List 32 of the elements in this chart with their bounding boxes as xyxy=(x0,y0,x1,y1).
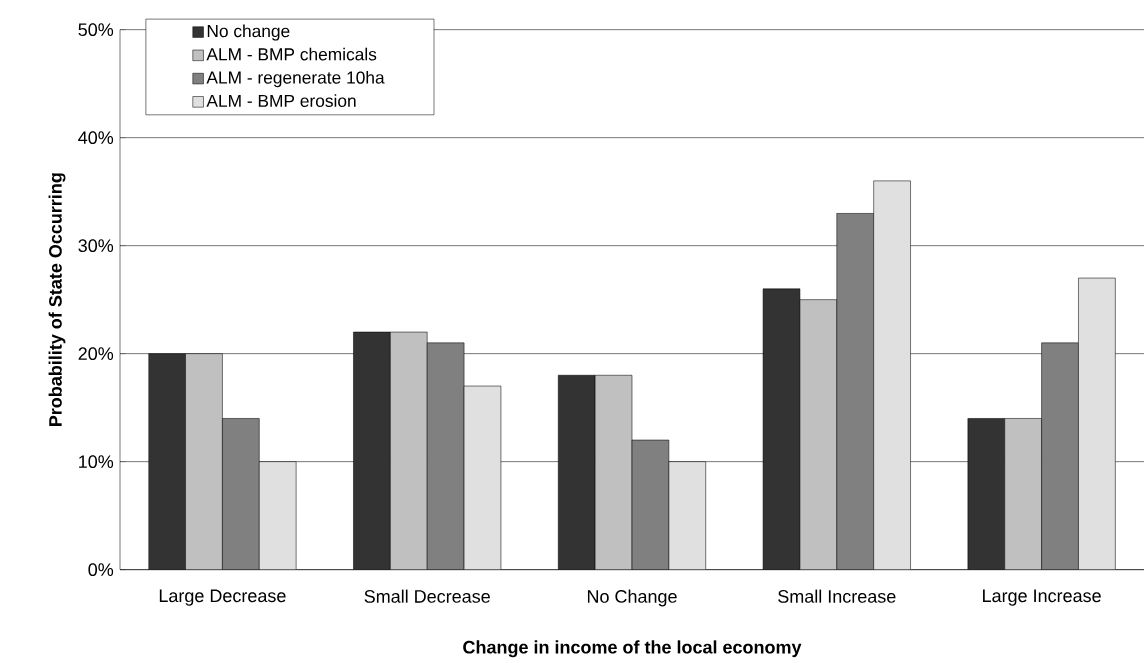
legend-label: ALM - BMP erosion xyxy=(206,94,356,107)
bar xyxy=(873,180,911,570)
bar xyxy=(353,331,391,570)
bar xyxy=(967,418,1006,570)
y-tick-label: 20% xyxy=(78,347,114,361)
y-tick-label: 40% xyxy=(78,131,114,145)
x-tick-label: Small Increase xyxy=(778,589,896,603)
bar xyxy=(1041,342,1079,570)
bar xyxy=(1078,277,1116,570)
bar xyxy=(668,461,706,570)
y-tick-label: 30% xyxy=(78,239,114,253)
bar xyxy=(426,342,465,570)
x-tick-label: No Change xyxy=(587,589,677,607)
x-tick-label: Large Decrease xyxy=(159,589,286,606)
bar xyxy=(762,288,801,570)
y-axis-title: Probability of State Occurring xyxy=(48,173,66,426)
x-axis-title: Change in income of the local economy xyxy=(463,640,802,658)
bar xyxy=(148,353,186,570)
bar xyxy=(631,439,670,570)
legend-label: ALM - BMP chemicals xyxy=(206,47,377,61)
bar xyxy=(558,374,596,570)
bar xyxy=(222,418,260,570)
x-tick-label: Small Decrease xyxy=(364,589,490,603)
y-tick-label: 10% xyxy=(79,455,114,469)
legend-label: ALM - regenerate 10ha xyxy=(206,70,385,88)
y-tick-label: 50% xyxy=(78,23,114,37)
bar xyxy=(836,212,874,570)
bar xyxy=(259,461,297,570)
x-tick-label: Large Increase xyxy=(983,589,1101,606)
bar xyxy=(463,385,502,570)
y-tick-label: 0% xyxy=(88,563,114,577)
legend-label: No change xyxy=(207,24,290,41)
